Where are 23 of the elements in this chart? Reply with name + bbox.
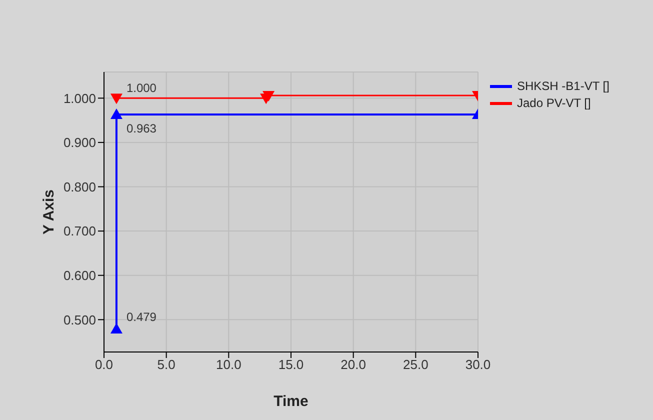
- x-tick-label: 25.0: [403, 357, 428, 372]
- data-label: 0.479: [126, 310, 157, 324]
- y-tick-label: 0.700: [63, 224, 96, 239]
- point: [110, 94, 122, 104]
- x-axis-title: Time: [274, 393, 308, 410]
- x-tick-label: 15.0: [278, 357, 304, 372]
- y-axis-title: Y Axis: [40, 189, 58, 235]
- x-tick-label: 20.0: [340, 357, 366, 372]
- y-tick-label: 0.900: [63, 135, 96, 150]
- x-tick-label: 0.0: [94, 357, 114, 372]
- y-tick-label: 0.600: [63, 268, 96, 283]
- x-tick-label: 5.0: [157, 357, 176, 372]
- point: [110, 108, 122, 120]
- legend-label: SHKSH -B1-VT []: [517, 78, 610, 95]
- x-tick-label: 30.0: [465, 357, 491, 372]
- point: [262, 90, 275, 102]
- x-tick-label: 10.0: [216, 357, 242, 372]
- y-tick-label: 0.800: [63, 179, 96, 194]
- y-tick-label: 1.000: [63, 90, 96, 106]
- y-tick-label: 0.500: [63, 312, 96, 328]
- data-label: 1.000: [126, 81, 157, 96]
- legend-label: Jado PV-VT []: [517, 95, 591, 112]
- data-label: 0.963: [126, 122, 157, 136]
